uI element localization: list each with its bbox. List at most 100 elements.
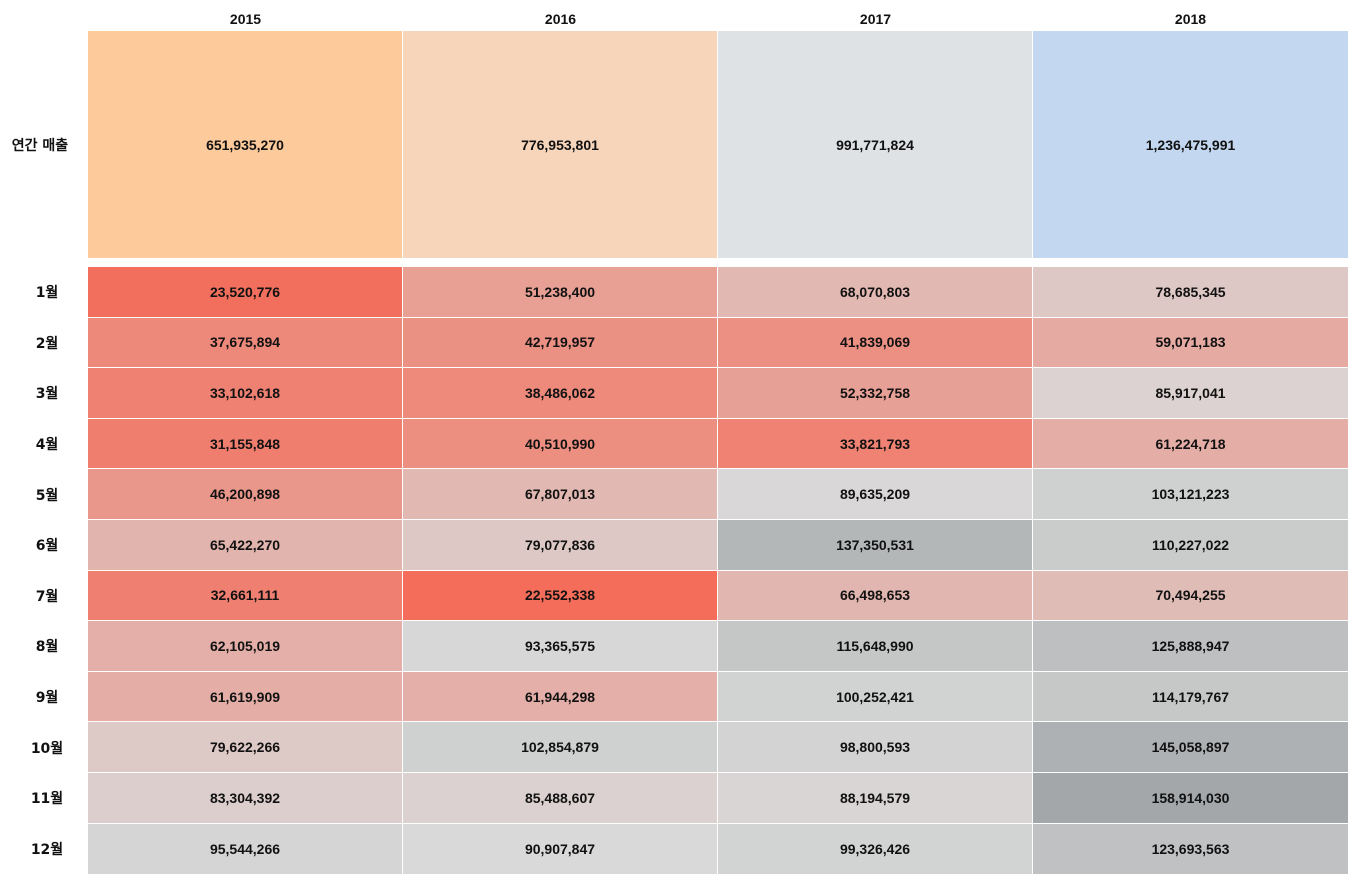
cell-value: 67,807,013: [524, 486, 596, 503]
heatmap-cell: 79,622,266: [88, 722, 403, 773]
column-header-2018: 2018: [1174, 11, 1207, 27]
heatmap-cell: 61,944,298: [403, 671, 718, 723]
heatmap-cell: 85,488,607: [403, 773, 718, 824]
annual-cell-2016: 776,953,801: [403, 31, 718, 258]
heatmap-cell: 102,854,879: [403, 722, 718, 773]
column-header-2015: 2015: [229, 11, 262, 27]
heatmap-cell: 115,648,990: [718, 621, 1033, 672]
heatmap-cell: 61,619,909: [88, 671, 403, 723]
heatmap-cell: 66,498,653: [718, 570, 1033, 622]
annual-value: 651,935,270: [206, 136, 284, 153]
heatmap-cell: 95,544,266: [88, 823, 403, 875]
heatmap-cell: 123,693,563: [1033, 823, 1348, 875]
heatmap-cell: 40,510,990: [403, 418, 718, 470]
heatmap-cell: 100,252,421: [718, 671, 1033, 723]
annual-cell-2018: 1,236,475,991: [1033, 31, 1348, 258]
heatmap-cell: 41,839,069: [718, 317, 1033, 369]
heatmap-cell: 158,914,030: [1033, 773, 1348, 824]
heatmap-cell: 38,486,062: [403, 368, 718, 419]
cell-value: 41,839,069: [839, 334, 911, 351]
heatmap-cell: 42,719,957: [403, 317, 718, 369]
cell-value: 88,194,579: [839, 789, 911, 806]
heatmap-cell: 78,685,345: [1033, 267, 1348, 318]
cell-value: 79,622,266: [209, 739, 281, 756]
cell-value: 68,070,803: [839, 283, 911, 300]
cell-value: 37,675,894: [209, 334, 281, 351]
heatmap-cell: 79,077,836: [403, 520, 718, 571]
cell-value: 42,719,957: [524, 334, 596, 351]
cell-value: 102,854,879: [521, 739, 599, 756]
cell-value: 38,486,062: [524, 384, 596, 401]
cell-value: 125,888,947: [1151, 637, 1230, 654]
cell-value: 33,821,793: [839, 435, 911, 452]
heatmap-cell: 51,238,400: [403, 267, 718, 318]
cell-value: 62,105,019: [209, 637, 281, 654]
heatmap-cell: 83,304,392: [88, 773, 403, 824]
heatmap-cell: 59,071,183: [1033, 317, 1348, 369]
cell-value: 90,907,847: [524, 840, 596, 857]
heatmap-cell: 114,179,767: [1033, 671, 1348, 723]
cell-value: 59,071,183: [1155, 334, 1226, 351]
cell-value: 158,914,030: [1151, 789, 1230, 806]
heatmap-cell: 37,675,894: [88, 317, 403, 369]
heatmap-cell: 46,200,898: [88, 469, 403, 520]
column-header-2017: 2017: [859, 11, 892, 27]
heatmap-cell: 98,800,593: [718, 722, 1033, 773]
cell-value: 70,494,255: [1155, 587, 1226, 604]
cell-value: 83,304,392: [209, 789, 281, 806]
heatmap-cell: 137,350,531: [718, 520, 1033, 571]
heatmap-cell: 110,227,022: [1033, 520, 1348, 571]
annual-cell-2017: 991,771,824: [718, 31, 1033, 258]
heatmap-cell: 99,326,426: [718, 823, 1033, 875]
month-label: 4월: [35, 437, 59, 454]
heatmap-cell: 125,888,947: [1033, 621, 1348, 672]
month-label: 3월: [35, 386, 59, 403]
cell-value: 110,227,022: [1151, 536, 1230, 553]
heatmap-cell: 67,807,013: [403, 469, 718, 520]
annual-value: 1,236,475,991: [1145, 136, 1236, 153]
cell-value: 31,155,848: [209, 435, 281, 452]
month-label: 11월: [30, 791, 64, 808]
cell-value: 46,200,898: [209, 486, 281, 503]
heatmap-cell: 85,917,041: [1033, 368, 1348, 419]
cell-value: 61,619,909: [209, 688, 281, 705]
heatmap-cell: 103,121,223: [1033, 469, 1348, 520]
heatmap-cell: 88,194,579: [718, 773, 1033, 824]
cell-value: 114,179,767: [1151, 688, 1230, 705]
heatmap-cell: 61,224,718: [1033, 418, 1348, 470]
cell-value: 51,238,400: [524, 283, 596, 300]
cell-value: 66,498,653: [839, 587, 911, 604]
annual-value: 776,953,801: [521, 136, 599, 153]
column-header-2016: 2016: [544, 11, 577, 27]
month-label: 6월: [35, 538, 59, 555]
cell-value: 115,648,990: [836, 637, 914, 654]
cell-value: 33,102,618: [209, 384, 281, 401]
heatmap-cell: 22,552,338: [403, 570, 718, 622]
heatmap-cell: 31,155,848: [88, 418, 403, 470]
month-label: 2월: [35, 335, 59, 352]
heatmap-cell: 32,661,111: [88, 570, 403, 622]
annual-sales-label: 연간 매출: [11, 137, 69, 154]
cell-value: 61,224,718: [1155, 435, 1226, 452]
cell-value: 32,661,111: [210, 587, 280, 604]
heatmap-cell: 23,520,776: [88, 267, 403, 318]
heatmap-cell: 93,365,575: [403, 621, 718, 672]
month-label: 5월: [35, 487, 59, 504]
heatmap-cell: 145,058,897: [1033, 722, 1348, 773]
month-label: 1월: [35, 285, 59, 302]
cell-value: 103,121,223: [1151, 486, 1230, 503]
cell-value: 23,520,776: [209, 283, 281, 300]
heatmap-cell: 62,105,019: [88, 621, 403, 672]
month-label: 9월: [35, 690, 59, 707]
cell-value: 22,552,338: [524, 587, 596, 604]
cell-value: 137,350,531: [836, 536, 914, 553]
cell-value: 40,510,990: [524, 435, 596, 452]
heatmap-cell: 68,070,803: [718, 267, 1033, 318]
cell-value: 85,488,607: [524, 789, 596, 806]
annual-value: 991,771,824: [836, 136, 914, 153]
cell-value: 93,365,575: [524, 637, 596, 654]
cell-value: 95,544,266: [209, 840, 281, 857]
heatmap-cell: 70,494,255: [1033, 570, 1348, 622]
month-label: 12월: [30, 841, 64, 858]
cell-value: 100,252,421: [836, 688, 914, 705]
